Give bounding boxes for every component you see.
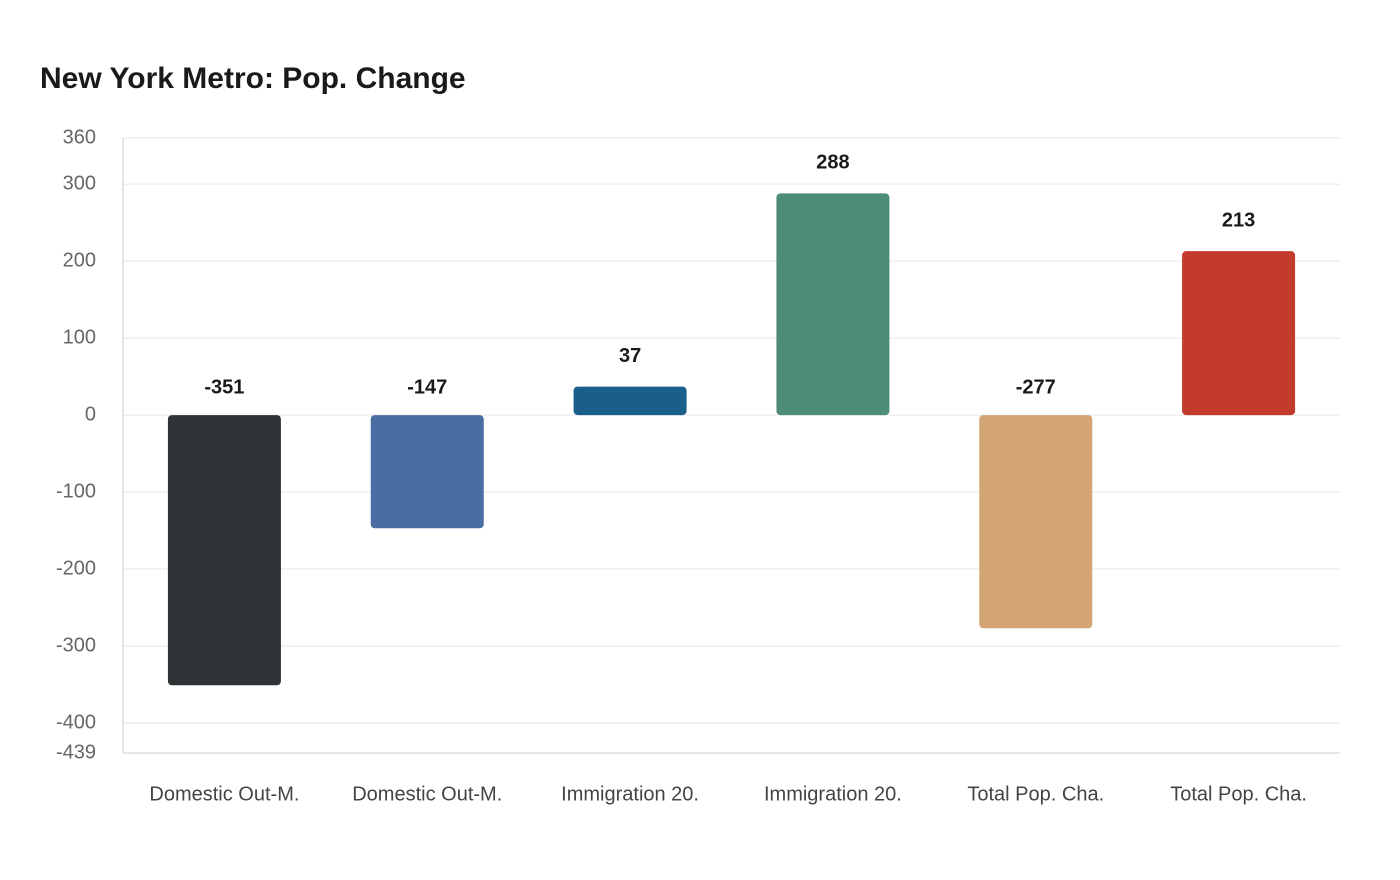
bar (776, 193, 890, 416)
y-tick-label: -100 (56, 480, 96, 502)
y-tick-label: 360 (63, 126, 96, 148)
y-tick-label: -200 (56, 557, 96, 579)
value-label: -147 (407, 376, 447, 398)
y-tick-label: 300 (63, 172, 96, 194)
y-tick-label: -439 (56, 741, 96, 763)
x-tick-label: Domestic Out-M. (352, 783, 502, 805)
value-label: -277 (1016, 376, 1056, 398)
x-tick-label: Total Pop. Cha. (1170, 783, 1307, 805)
x-tick-label: Domestic Out-M. (149, 783, 299, 805)
bar (979, 415, 1093, 629)
x-tick-label: Immigration 20. (561, 783, 699, 805)
value-label: 37 (619, 345, 641, 367)
chart-title: New York Metro: Pop. Change (40, 62, 466, 95)
x-tick-label: Total Pop. Cha. (967, 783, 1104, 805)
x-tick-label: Immigration 20. (764, 783, 902, 805)
value-label: 288 (816, 152, 849, 174)
y-tick-label: 200 (63, 249, 96, 271)
bar (1182, 251, 1296, 416)
y-tick-label: -300 (56, 634, 96, 656)
bar (167, 415, 281, 686)
bar (370, 415, 484, 529)
value-label: -351 (204, 376, 244, 398)
value-label: 213 (1222, 209, 1255, 231)
y-tick-label: -400 (56, 711, 96, 733)
bar (573, 386, 687, 416)
y-tick-label: 0 (85, 403, 96, 425)
y-tick-label: 100 (63, 326, 96, 348)
